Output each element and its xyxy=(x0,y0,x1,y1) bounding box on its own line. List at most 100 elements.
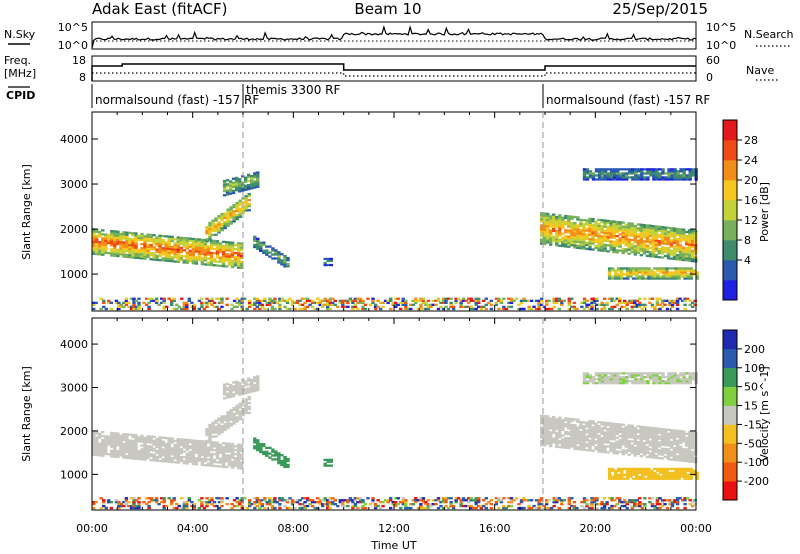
power-cell xyxy=(247,187,251,191)
power-cell xyxy=(654,245,659,248)
velocity-cell xyxy=(519,501,524,504)
velocity-cell xyxy=(612,432,616,435)
velocity-cell xyxy=(567,503,571,506)
velocity-cell xyxy=(232,422,236,425)
velocity-cell xyxy=(194,461,199,464)
velocity-cell xyxy=(546,428,550,432)
velocity-cell xyxy=(621,437,625,440)
velocity-cell xyxy=(625,506,629,510)
velocity-cell xyxy=(677,475,681,478)
velocity-cell xyxy=(689,475,693,478)
velocity-cell xyxy=(682,376,686,379)
power-cell xyxy=(158,240,162,243)
power-cell xyxy=(603,178,608,181)
velocity-cell xyxy=(588,447,592,450)
power-cell xyxy=(143,235,147,238)
velocity-cell xyxy=(660,441,665,444)
velocity-cell xyxy=(182,501,186,504)
power-cell xyxy=(283,305,287,308)
power-cell xyxy=(419,307,423,311)
power-cell xyxy=(101,251,105,254)
velocity-cell xyxy=(684,458,689,461)
colorbar-swatch xyxy=(723,160,737,181)
power-cell xyxy=(612,248,616,252)
velocity-cell xyxy=(634,376,638,379)
velocity-cell xyxy=(356,497,360,500)
power-cell xyxy=(155,242,159,245)
power-cell xyxy=(654,243,659,246)
power-cell xyxy=(250,183,254,186)
velocity-cell xyxy=(137,453,141,457)
velocity-cell xyxy=(277,452,281,455)
velocity-cell xyxy=(600,448,604,451)
cpid-label: CPID xyxy=(6,89,35,102)
power-cell xyxy=(591,220,595,223)
power-cell xyxy=(651,247,656,250)
power-cell xyxy=(683,273,687,276)
velocity-cell xyxy=(295,501,300,504)
power-cell xyxy=(597,303,602,306)
velocity-cell xyxy=(303,501,307,504)
power-cell xyxy=(609,244,613,247)
velocity-cell xyxy=(662,473,666,476)
velocity-cell xyxy=(685,382,689,385)
velocity-cell xyxy=(610,469,615,472)
power-cell xyxy=(122,247,126,250)
power-cell xyxy=(218,242,223,245)
velocity-cell xyxy=(451,504,456,508)
velocity-cell xyxy=(232,406,236,410)
velocity-cell xyxy=(238,499,242,502)
power-cell xyxy=(175,303,179,306)
velocity-cell xyxy=(152,439,156,442)
velocity-cell xyxy=(206,446,211,449)
power-cell xyxy=(203,257,208,260)
power-cell xyxy=(134,232,138,235)
power-cell xyxy=(451,307,456,311)
velocity-cell xyxy=(230,452,235,456)
power-cell xyxy=(522,299,526,302)
velocity-cell xyxy=(573,426,577,429)
velocity-cell xyxy=(612,450,616,453)
power-cell xyxy=(588,246,592,249)
velocity-cell xyxy=(606,376,611,379)
power-cell xyxy=(167,241,171,244)
velocity-cell xyxy=(119,504,124,508)
power-cell xyxy=(597,168,602,171)
velocity-cell xyxy=(610,504,614,508)
velocity-cell xyxy=(238,414,242,417)
power-cell xyxy=(684,247,689,250)
power-cell xyxy=(240,248,244,251)
velocity-cell xyxy=(231,385,236,388)
power-cell xyxy=(247,175,251,179)
velocity-cell xyxy=(215,497,219,500)
power-cell xyxy=(558,214,562,217)
power-cell xyxy=(256,173,260,176)
velocity-cell xyxy=(639,431,643,434)
velocity-cell xyxy=(326,503,330,506)
velocity-cell xyxy=(603,431,607,434)
power-cell xyxy=(665,269,669,272)
power-cell xyxy=(655,168,659,171)
power-cell xyxy=(588,221,592,224)
velocity-cell xyxy=(172,497,176,500)
velocity-cell xyxy=(555,501,559,504)
power-cell xyxy=(591,236,595,239)
power-cell xyxy=(206,253,211,256)
velocity-cell xyxy=(107,443,111,446)
power-cell xyxy=(203,259,208,262)
velocity-cell xyxy=(638,471,642,474)
velocity-cell xyxy=(631,372,635,375)
velocity-cell xyxy=(155,440,159,443)
velocity-cell xyxy=(238,410,242,413)
velocity-cell xyxy=(665,469,669,472)
power-cell xyxy=(609,224,613,227)
power-cell xyxy=(630,228,634,231)
power-cell xyxy=(645,238,650,241)
power-cell xyxy=(647,267,651,270)
power-cell xyxy=(167,249,171,252)
power-cell xyxy=(122,237,126,240)
power-cell xyxy=(414,301,418,304)
power-cell xyxy=(348,297,353,300)
power-cell xyxy=(262,251,266,254)
power-cell xyxy=(549,233,553,236)
